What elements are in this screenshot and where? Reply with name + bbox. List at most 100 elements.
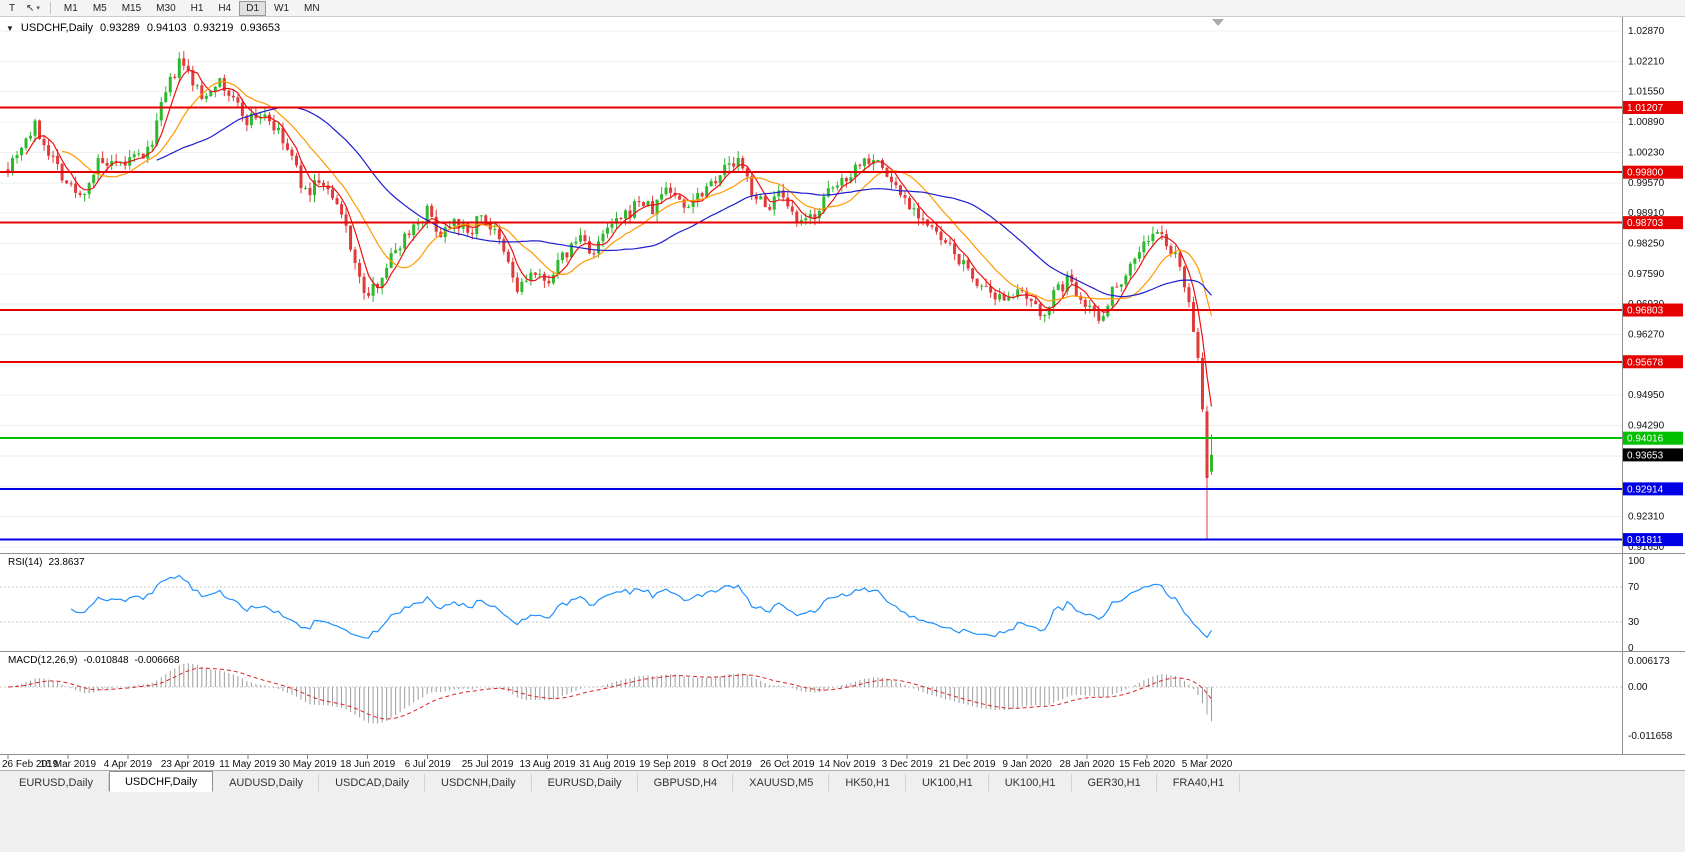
candle-body [497,229,501,240]
candle-body [953,243,957,255]
timeframe-button-mn[interactable]: MN [297,1,327,16]
price-tick-label: 0.92310 [1628,512,1665,523]
date-label: 15 Feb 2020 [1119,759,1176,770]
candle-body [78,192,82,195]
candle-body [984,285,988,287]
candle-body [795,211,799,224]
candle-body [502,239,506,252]
candle-body [69,183,73,185]
candle-body [587,241,591,254]
candle-body [1146,240,1150,242]
candle-body [804,218,808,221]
candle-body [1097,311,1101,321]
candle-body [83,194,87,196]
top-toolbar: T ↖ ▾ M1 M5 M15 M30 H1 H4 D1 W1 MN [0,0,1685,17]
date-label: 18 Jun 2019 [340,759,395,770]
timeframe-button-m30[interactable]: M30 [149,1,182,16]
candle-body [42,138,46,146]
timeframe-button-m1[interactable]: M1 [57,1,85,16]
candle-body [87,183,91,195]
candle-body [714,181,718,184]
timeframe-button-m5[interactable]: M5 [86,1,114,16]
candle-body [105,162,109,166]
chart-tab-0-eurusd-daily[interactable]: EURUSD,Daily [3,773,109,792]
candle-body [660,194,664,200]
candle-body [574,241,578,244]
text-tool-button[interactable]: T [3,1,21,16]
date-label: 13 Aug 2019 [519,759,576,770]
candle-body [727,163,731,165]
candle-body [1034,300,1038,305]
candle-body [921,218,925,220]
chart-tab-6-gbpusd-h4[interactable]: GBPUSD,H4 [638,773,734,792]
candle-body [826,188,830,197]
timeframe-button-m15[interactable]: M15 [115,1,148,16]
candle-body [736,157,740,167]
chart-shift-marker-icon[interactable] [1212,19,1224,26]
candle-body [159,102,163,121]
rsi-line [70,574,1213,639]
timeframe-button-h1[interactable]: H1 [184,1,211,16]
candle-body [322,182,326,186]
chart-tab-9-uk100-h1[interactable]: UK100,H1 [906,773,989,792]
candle-body [894,181,898,186]
candle-body [303,187,307,189]
rsi-tick-label: 70 [1628,582,1640,593]
chart-tab-10-uk100-h1[interactable]: UK100,H1 [989,773,1072,792]
candle-body [669,187,673,193]
candle-body [1061,284,1065,292]
candle-body [957,254,961,265]
chart-tab-8-hk50-h1[interactable]: HK50,H1 [829,773,906,792]
candle-body [944,240,948,243]
candle-body [615,218,619,224]
candle-body [642,202,646,206]
candle-body [1128,263,1132,276]
candle-body [1151,233,1155,241]
candle-body [403,233,407,249]
candle-body [835,185,839,188]
chart-tab-11-ger30-h1[interactable]: GER30,H1 [1072,773,1157,792]
chart-tab-4-usdcnh-daily[interactable]: USDCNH,Daily [425,773,532,792]
candle-body [533,272,537,275]
chart-tab-1-usdchf-daily[interactable]: USDCHF,Daily [108,771,214,792]
chevron-down-icon: ▾ [36,5,40,12]
chart-tab-3-usdcad-daily[interactable]: USDCAD,Daily [319,773,426,792]
candle-body [367,292,371,296]
candle-body [434,216,438,232]
timeframe-button-h4[interactable]: H4 [211,1,238,16]
candle-body [168,76,172,93]
candle-body [515,277,519,292]
candle-body [628,210,632,218]
chart-expander-icon[interactable]: ▼ [6,23,14,33]
candle-body [511,261,515,278]
candle-body [917,208,921,219]
candle-body [24,138,28,148]
candle-body [1124,275,1128,285]
candle-body [173,76,177,78]
candle-body [619,218,623,220]
candle-body [349,225,353,250]
price-label-text: 0.95678 [1627,357,1664,368]
chart-tab-7-xauusd-m5[interactable]: XAUUSD,M5 [733,773,830,792]
chart-tab-12-fra40-h1[interactable]: FRA40,H1 [1157,773,1241,792]
chart-tab-2-audusd-daily[interactable]: AUDUSD,Daily [213,773,320,792]
timeframe-button-d1[interactable]: D1 [239,0,267,16]
candle-body [1092,305,1096,312]
chart-tab-5-eurusd-daily[interactable]: EURUSD,Daily [532,773,638,792]
candle-body [461,223,465,229]
candle-body [385,267,389,278]
cursor-tool-button[interactable]: ↖ ▾ [22,1,44,16]
candle-body [1056,284,1060,291]
candle-body [204,95,208,99]
candle-body [790,206,794,212]
candle-body [290,149,294,156]
candle-body [935,226,939,232]
timeframe-button-w1[interactable]: W1 [267,1,296,16]
price-tick-label: 1.00890 [1628,117,1665,128]
candle-body [299,165,303,188]
macd-label: MACD(12,26,9) [8,655,78,666]
candle-body [1070,274,1074,282]
price-label-text: 1.01207 [1627,103,1664,114]
date-label: 14 Nov 2019 [819,759,876,770]
